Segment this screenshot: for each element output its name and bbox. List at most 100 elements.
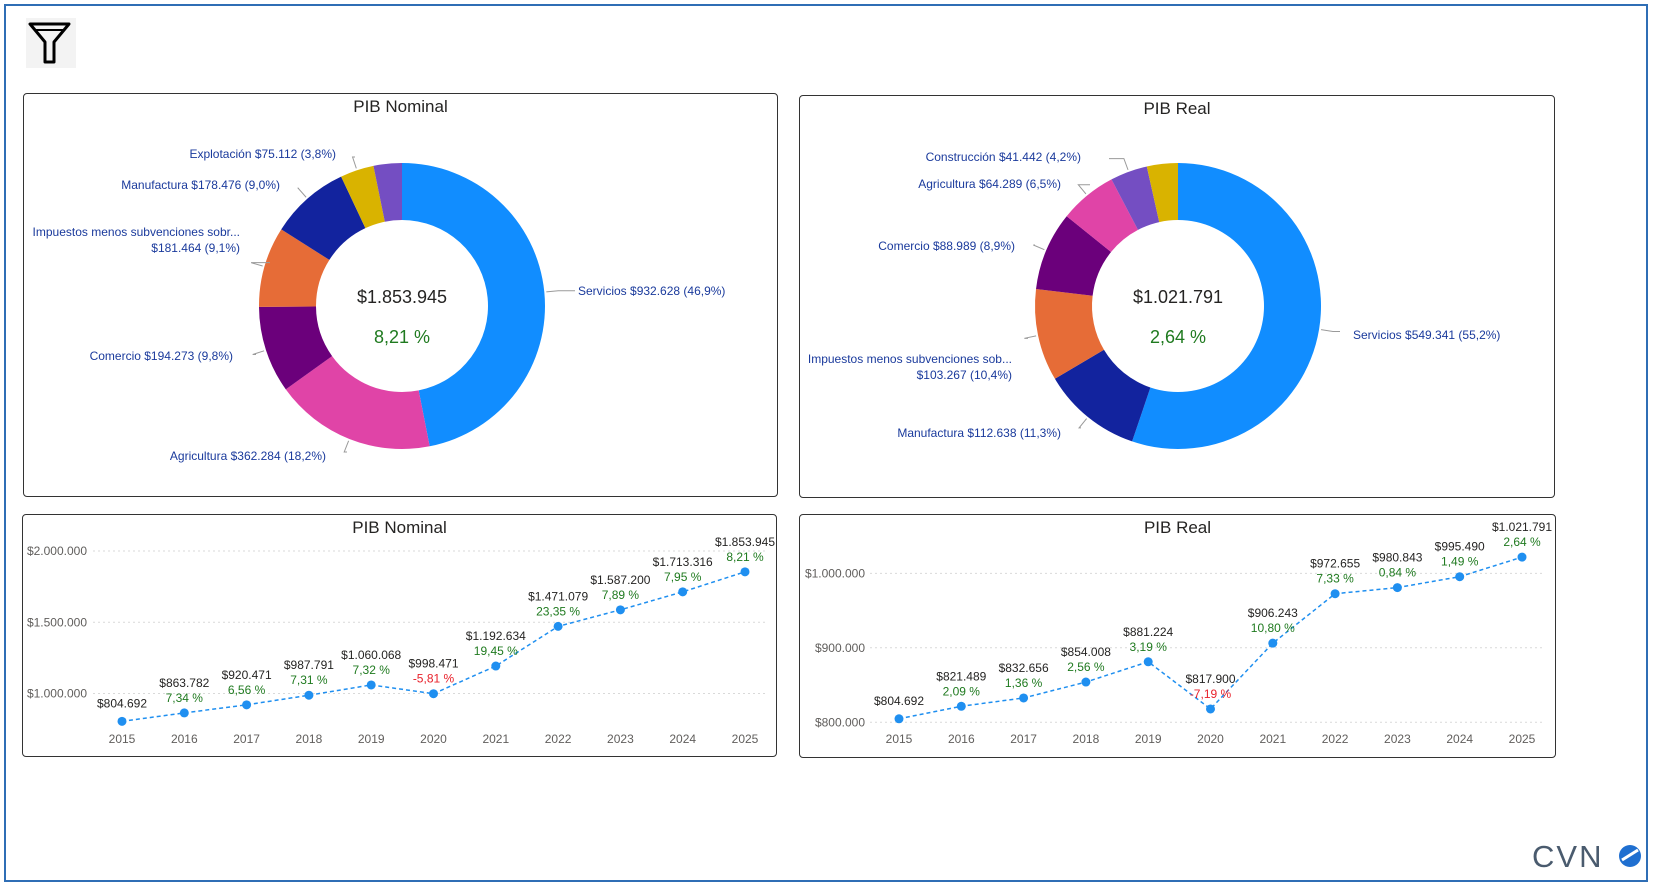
data-point (366, 680, 376, 690)
leader-line (1320, 329, 1340, 333)
donut-center-total: $1.853.945 (357, 287, 447, 307)
growth-label: 7,95 % (664, 570, 702, 584)
growth-label: 7,34 % (166, 691, 204, 705)
growth-label: 7,31 % (290, 673, 328, 687)
donut-slice (373, 163, 402, 222)
leader-line (343, 440, 350, 453)
slice-label: Impuestos menos subvenciones sob... (808, 352, 1012, 366)
x-tick-label: 2015 (109, 732, 136, 746)
dashboard-frame (4, 4, 1648, 882)
leader-line (250, 262, 270, 267)
x-tick-label: 2024 (669, 732, 696, 746)
growth-label: 23,35 % (536, 604, 580, 618)
data-label: $1.192.634 (466, 629, 526, 643)
donut-slice (1132, 163, 1321, 449)
slice-label: Manufactura $112.638 (11,3%) (897, 426, 1061, 440)
x-tick-label: 2015 (886, 732, 913, 746)
x-tick-label: 2025 (1509, 732, 1536, 746)
x-tick-label: 2018 (1073, 732, 1100, 746)
chart-title: PIB Nominal (353, 97, 448, 116)
slice-label: Construcción $41.442 (4,2%) (926, 150, 1081, 164)
growth-label: 3,19 % (1130, 640, 1168, 654)
data-point (1143, 657, 1153, 667)
x-tick-label: 2022 (1322, 732, 1349, 746)
x-tick-label: 2021 (1259, 732, 1286, 746)
data-label: $1.713.316 (653, 555, 713, 569)
x-tick-label: 2016 (171, 732, 198, 746)
data-point (1081, 677, 1091, 687)
data-point (117, 716, 127, 726)
data-label: $832.656 (999, 661, 1049, 675)
line-chart-nominal: $1.000.000 $1.500.000 $2.000.000 2015 $804.6… (27, 535, 775, 746)
data-point (956, 701, 966, 711)
data-label: $821.489 (936, 669, 986, 683)
growth-label: 1,49 % (1441, 555, 1479, 569)
slice-label: Servicios $932.628 (46,9%) (578, 284, 725, 298)
logo-text: CVN (1532, 839, 1603, 874)
donut-chart-real-panel[interactable]: PIB Real Servicios $549.341 (55,2%) Manuf… (799, 95, 1555, 498)
x-tick-label: 2022 (545, 732, 572, 746)
x-tick-label: 2021 (482, 732, 509, 746)
slice-label: $103.267 (10,4%) (917, 368, 1012, 382)
donut-slice (259, 229, 330, 307)
donut-center-total: $1.021.791 (1133, 287, 1223, 307)
data-label: $804.692 (874, 694, 924, 708)
data-point (1455, 572, 1465, 582)
donut-chart-real: Servicios $549.341 (55,2%) Manufactura $1… (808, 150, 1500, 449)
slice-label: Agricultura $362.284 (18,2%) (170, 449, 326, 463)
data-label: $1.021.791 (1492, 520, 1552, 534)
y-tick-label: $900.000 (815, 641, 865, 655)
leader-line (1024, 335, 1037, 339)
filter-funnel-icon[interactable] (26, 18, 76, 68)
y-tick-label: $1.000.000 (805, 566, 865, 580)
slice-label: Impuestos menos subvenciones sobr... (33, 225, 240, 239)
data-label: $987.791 (284, 658, 334, 672)
series-line (121, 571, 746, 723)
growth-label: 2,09 % (943, 684, 981, 698)
data-label: $804.692 (97, 696, 147, 710)
data-point (1019, 693, 1029, 703)
growth-label: 7,32 % (353, 663, 391, 677)
x-tick-label: 2023 (607, 732, 634, 746)
leader-line (1078, 418, 1088, 429)
data-point (304, 690, 314, 700)
growth-label: 19,45 % (474, 644, 518, 658)
data-label: $1.853.945 (715, 535, 775, 549)
donut-slice (259, 306, 333, 390)
growth-label: 8,21 % (726, 550, 764, 564)
y-tick-label: $800.000 (815, 715, 865, 729)
line-chart-nominal-panel[interactable]: PIB Nominal $1.000.000 $1.500.000 $2.000.0… (22, 514, 777, 757)
donut-slice (1035, 288, 1104, 379)
data-label: $1.587.200 (590, 573, 650, 587)
slice-label: Manufactura $178.476 (9,0%) (121, 178, 280, 192)
data-point (740, 567, 750, 577)
chart-title: PIB Real (1143, 518, 1212, 537)
data-label: $1.060.068 (341, 648, 401, 662)
data-label: $881.224 (1123, 625, 1173, 639)
growth-label: 7,89 % (602, 588, 640, 602)
leader-line (351, 156, 357, 169)
leader-line (1033, 244, 1045, 251)
data-label: $1.471.079 (528, 589, 588, 603)
x-tick-label: 2017 (1010, 732, 1037, 746)
data-point (429, 689, 438, 699)
leader-line (546, 290, 575, 293)
slice-label: Comercio $88.989 (8,9%) (878, 239, 1015, 253)
line-chart-real: $800.000 $900.000 $1.000.000 2015 $804.692 20… (805, 520, 1552, 746)
growth-label: -5,81 % (413, 672, 455, 686)
chart-title: PIB Real (1143, 99, 1211, 118)
x-tick-label: 2017 (233, 732, 260, 746)
donut-slice (341, 165, 385, 229)
donut-chart-nominal-panel[interactable]: PIB Nominal Servicios $932.628 (46,9%) Ag… (23, 93, 778, 497)
donut-chart-nominal: Servicios $932.628 (46,9%) Agricultura $3… (33, 147, 726, 463)
x-tick-label: 2023 (1384, 732, 1411, 746)
data-point (553, 621, 563, 631)
x-tick-label: 2020 (1197, 732, 1224, 746)
donut-slice (285, 356, 430, 449)
donut-slice (1111, 166, 1160, 230)
line-chart-real-panel[interactable]: PIB Real $800.000 $900.000 $1.000.000 2015 $… (799, 514, 1556, 758)
donut-slice (1066, 179, 1138, 253)
growth-label: 7,33 % (1316, 572, 1354, 586)
growth-label: 2,56 % (1067, 660, 1105, 674)
leader-line (252, 350, 265, 356)
